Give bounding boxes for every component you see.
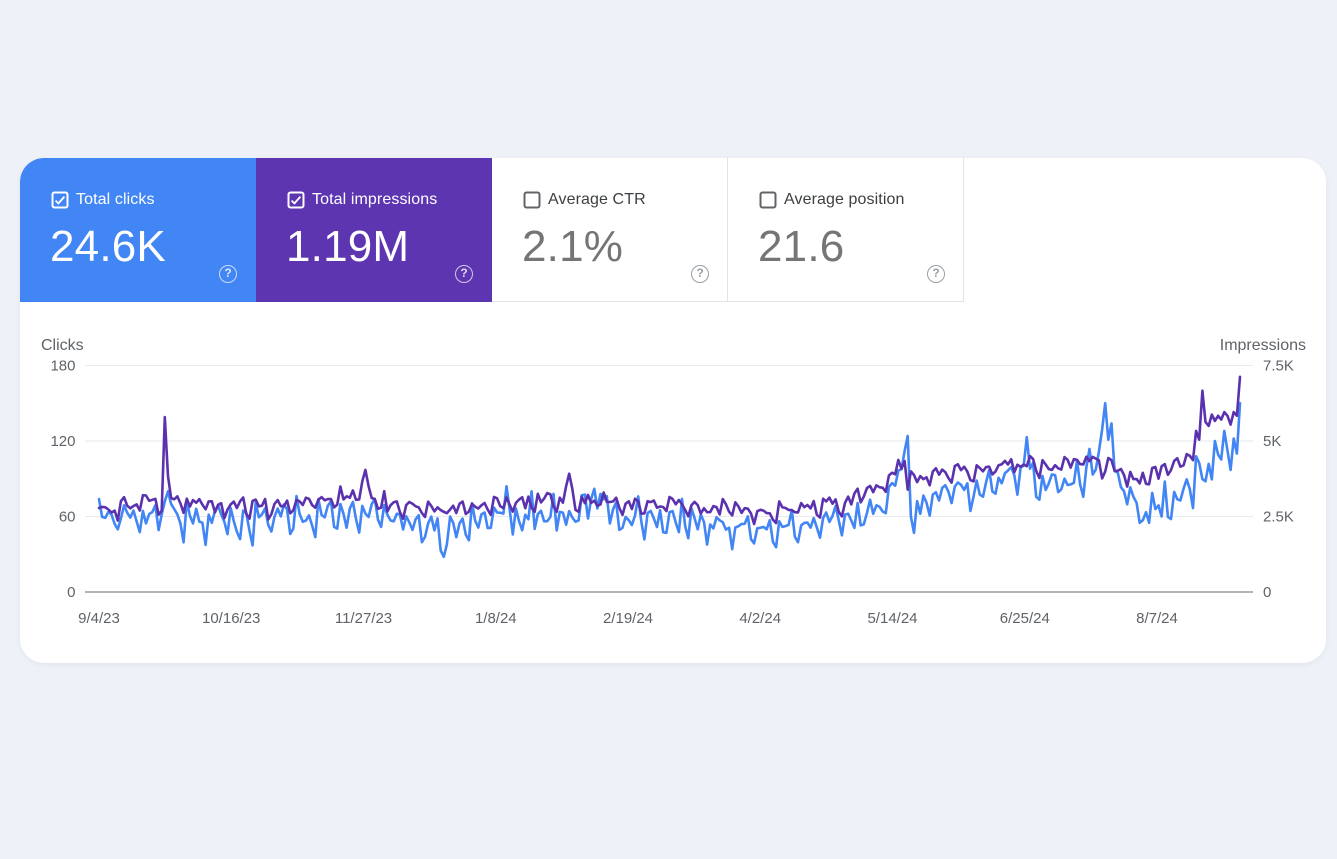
svg-text:0: 0 bbox=[1263, 584, 1271, 601]
svg-text:Clicks: Clicks bbox=[41, 337, 84, 354]
svg-text:9/4/23: 9/4/23 bbox=[78, 610, 120, 627]
svg-text:180: 180 bbox=[50, 357, 75, 374]
svg-text:11/27/23: 11/27/23 bbox=[335, 610, 392, 627]
svg-text:0: 0 bbox=[67, 584, 75, 601]
svg-text:7.5K: 7.5K bbox=[1263, 357, 1294, 374]
svg-text:2/19/24: 2/19/24 bbox=[603, 610, 653, 627]
svg-text:10/16/23: 10/16/23 bbox=[202, 610, 260, 627]
svg-text:1/8/24: 1/8/24 bbox=[475, 610, 517, 627]
svg-text:120: 120 bbox=[50, 433, 75, 450]
svg-text:4/2/24: 4/2/24 bbox=[739, 610, 781, 627]
svg-text:2.5K: 2.5K bbox=[1263, 508, 1294, 525]
svg-text:5K: 5K bbox=[1263, 433, 1281, 450]
svg-text:60: 60 bbox=[59, 508, 76, 525]
svg-text:5/14/24: 5/14/24 bbox=[867, 610, 917, 627]
svg-text:8/7/24: 8/7/24 bbox=[1136, 610, 1178, 627]
svg-text:6/25/24: 6/25/24 bbox=[1000, 610, 1050, 627]
svg-text:Impressions: Impressions bbox=[1220, 337, 1306, 354]
